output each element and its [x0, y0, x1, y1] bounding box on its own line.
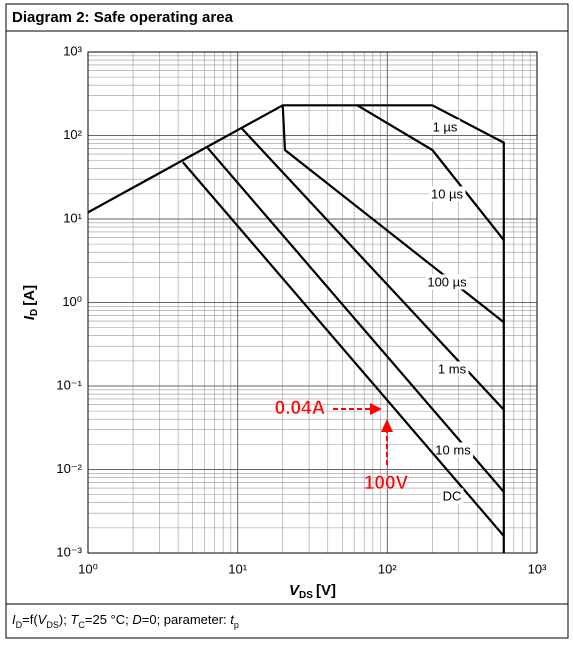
footer-part: D — [132, 612, 141, 627]
footer-part: p — [234, 620, 239, 630]
footer-part: V — [38, 612, 48, 627]
footer: ID=f(VDS); TC=25 °C; D=0; parameter: tp — [12, 612, 239, 630]
footer-part: =f( — [22, 612, 38, 627]
footer-part: I — [12, 612, 16, 627]
y-tick-label: 10¹ — [63, 210, 82, 225]
x-tick-label: 10¹ — [228, 561, 247, 576]
axis-unit: [A] — [21, 285, 38, 306]
plot: 1 µs 10 µs 100 µs 1 ms 10 ms DC — [87, 104, 505, 553]
series-line — [281, 105, 505, 324]
axis-unit: [V] — [316, 582, 336, 599]
footer-part: =0; parameter: — [142, 612, 231, 627]
plot-border — [87, 51, 538, 554]
axis-subscript: D — [29, 309, 40, 316]
series-label-bg — [433, 442, 474, 458]
annotation-arrows — [333, 403, 393, 465]
series-label: 1 µs — [433, 119, 458, 134]
x-tick-label: 10³ — [528, 561, 547, 576]
footer-part: D — [16, 620, 23, 630]
footer-part: C — [78, 620, 85, 630]
series-line — [181, 161, 505, 537]
x-tick-label: 10⁰ — [78, 561, 98, 576]
footer-part: DS — [46, 620, 59, 630]
series-label: 100 µs — [427, 274, 467, 289]
arrowhead — [370, 403, 382, 415]
y-tick-label: 10⁻² — [56, 461, 82, 476]
series-label: 10 ms — [435, 442, 471, 457]
series-line — [356, 104, 505, 241]
footer-part: t — [230, 612, 235, 627]
series-label: 10 µs — [431, 186, 464, 201]
series-label: 1 ms — [438, 361, 467, 376]
y-tick-label: 10⁻³ — [56, 544, 82, 559]
arrowhead — [381, 419, 393, 432]
y-tick-label: 10⁻¹ — [56, 377, 82, 392]
y-tick-label: 10³ — [63, 43, 82, 58]
series-line — [87, 104, 505, 553]
series-label-bg — [435, 361, 469, 377]
series-label-bg — [425, 274, 470, 290]
axis-symbol: I — [21, 315, 38, 320]
series-line — [206, 147, 505, 493]
footer-part: T — [70, 612, 79, 627]
series-label-bg — [428, 186, 466, 202]
series-label: DC — [443, 488, 462, 503]
x-axis-label: VDS [V] — [289, 582, 336, 601]
axis-symbol: V — [289, 582, 301, 599]
annotation: 100V — [364, 473, 409, 494]
grid — [87, 51, 538, 554]
x-tick-label: 10² — [378, 561, 397, 576]
y-axis-label: ID [A] — [21, 285, 40, 320]
series-label-bg — [440, 488, 464, 504]
series-label-bg — [430, 119, 460, 135]
header-title: Diagram 2: Safe operating area — [12, 9, 234, 26]
axis-subscript: DS — [299, 590, 313, 601]
y-tick-label: 10² — [63, 127, 82, 142]
frame — [5, 3, 569, 639]
annotation: 0.04A — [275, 398, 326, 419]
footer-part: ); — [59, 612, 71, 627]
footer-part: =25 °C; — [85, 612, 132, 627]
y-tick-label: 10⁰ — [62, 294, 82, 309]
